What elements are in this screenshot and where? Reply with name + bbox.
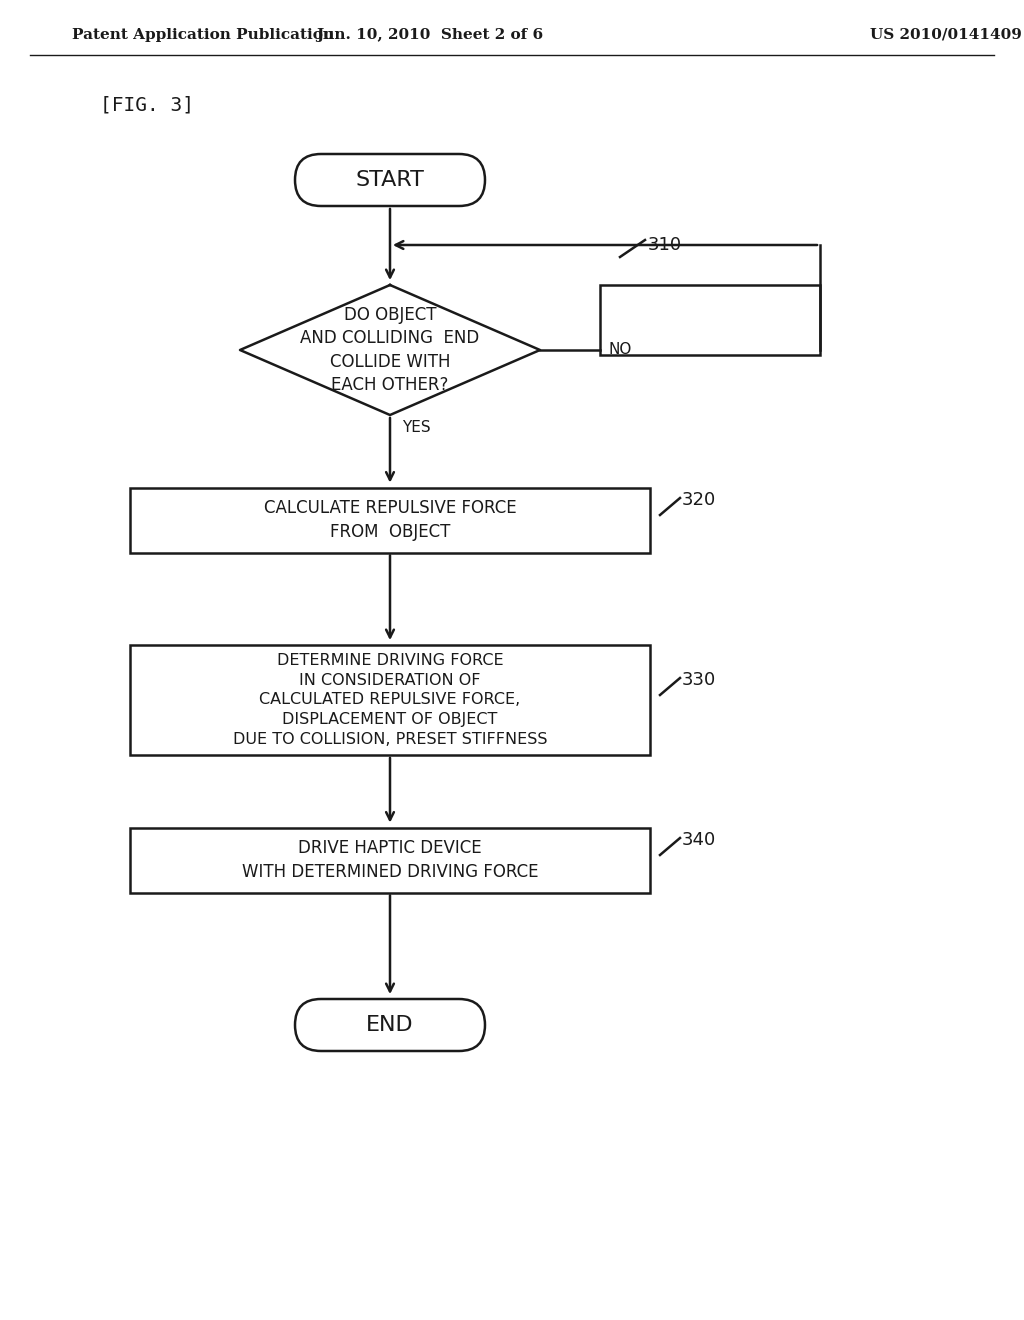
Bar	[130, 645, 650, 755]
Text: 310: 310	[648, 236, 682, 253]
Text: DRIVE HAPTIC DEVICE
WITH DETERMINED DRIVING FORCE: DRIVE HAPTIC DEVICE WITH DETERMINED DRIV…	[242, 840, 539, 880]
Bar	[600, 285, 820, 355]
Text: START: START	[355, 170, 424, 190]
Text: 340: 340	[682, 832, 716, 849]
FancyBboxPatch shape	[295, 999, 485, 1051]
Text: NO: NO	[608, 342, 632, 358]
Text: CALCULATE REPULSIVE FORCE
FROM  OBJECT: CALCULATE REPULSIVE FORCE FROM OBJECT	[264, 499, 516, 541]
Text: 330: 330	[682, 671, 716, 689]
Text: END: END	[367, 1015, 414, 1035]
Text: [FIG. 3]: [FIG. 3]	[100, 95, 194, 115]
Text: Jun. 10, 2010  Sheet 2 of 6: Jun. 10, 2010 Sheet 2 of 6	[316, 28, 544, 42]
Bar	[130, 828, 650, 892]
Text: US 2010/0141409 A1: US 2010/0141409 A1	[870, 28, 1024, 42]
Text: Patent Application Publication: Patent Application Publication	[72, 28, 334, 42]
Text: DETERMINE DRIVING FORCE
IN CONSIDERATION OF
CALCULATED REPULSIVE FORCE,
DISPLACE: DETERMINE DRIVING FORCE IN CONSIDERATION…	[232, 653, 547, 747]
Text: DO OBJECT
AND COLLIDING  END
COLLIDE WITH
EACH OTHER?: DO OBJECT AND COLLIDING END COLLIDE WITH…	[300, 306, 479, 395]
Bar	[130, 487, 650, 553]
Text: 320: 320	[682, 491, 716, 510]
FancyBboxPatch shape	[295, 154, 485, 206]
Text: YES: YES	[402, 420, 431, 436]
